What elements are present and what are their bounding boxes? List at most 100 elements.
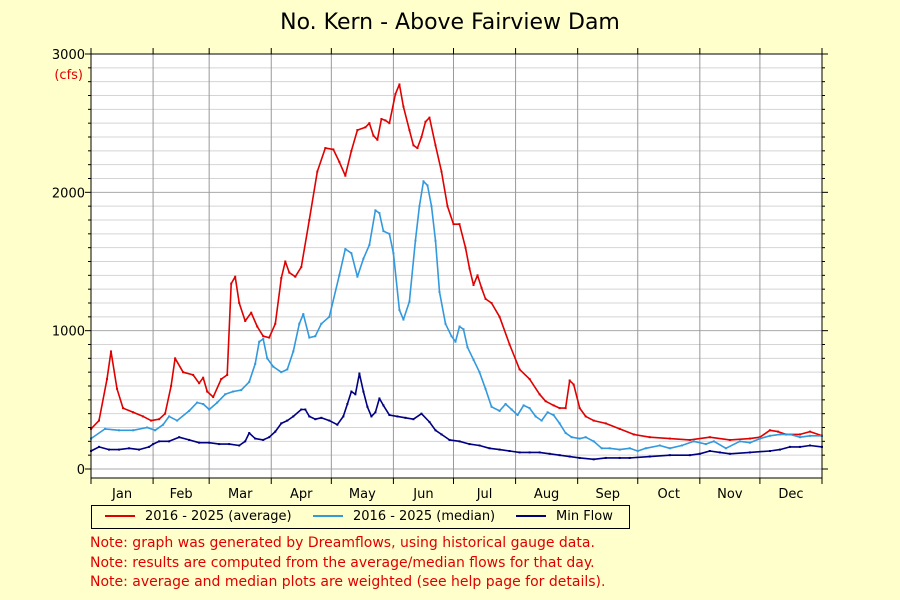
data-point <box>314 418 317 421</box>
data-point <box>480 286 483 289</box>
data-point <box>508 450 511 453</box>
data-point <box>564 407 567 410</box>
data-point <box>476 274 479 277</box>
data-point <box>188 438 191 441</box>
data-point <box>808 444 811 447</box>
data-point <box>302 313 305 316</box>
data-point <box>320 416 323 419</box>
data-point <box>768 434 771 437</box>
data-point <box>108 448 111 451</box>
data-point <box>192 373 195 376</box>
data-point <box>374 209 377 212</box>
data-point <box>426 184 429 187</box>
data-point <box>558 422 561 425</box>
data-point <box>350 252 353 255</box>
data-point <box>538 393 541 396</box>
data-point <box>170 385 173 387</box>
data-point <box>158 418 161 421</box>
data-point <box>378 212 381 215</box>
data-point <box>364 126 367 129</box>
data-point <box>488 447 491 450</box>
data-point <box>250 311 253 314</box>
data-point <box>808 430 811 433</box>
data-point <box>552 414 555 417</box>
x-tick-label: Aug <box>534 487 559 502</box>
plot-area <box>91 54 822 478</box>
data-point <box>558 407 561 410</box>
data-point <box>152 443 155 446</box>
data-point <box>198 441 201 444</box>
data-point <box>138 448 141 451</box>
data-point <box>154 429 157 432</box>
data-point <box>478 371 481 374</box>
data-point <box>748 441 751 444</box>
y-axis-label: (cfs) <box>54 68 83 83</box>
data-point <box>300 266 303 269</box>
data-point <box>284 260 287 263</box>
data-point <box>564 432 567 435</box>
y-tick-label: 3000 <box>52 48 85 63</box>
data-point <box>738 440 741 443</box>
data-point <box>208 441 211 444</box>
x-tick-label: Mar <box>228 487 253 502</box>
data-point <box>688 438 691 441</box>
data-point <box>484 297 487 300</box>
data-point <box>254 437 257 440</box>
data-point <box>328 315 331 318</box>
data-point <box>122 407 125 410</box>
y-tick-label: 0 <box>77 463 85 478</box>
data-point <box>356 129 359 132</box>
data-point <box>728 452 731 455</box>
data-point <box>378 397 381 400</box>
data-point <box>712 440 715 443</box>
data-point <box>462 328 465 331</box>
data-point <box>394 93 397 96</box>
data-point <box>688 454 691 457</box>
data-point <box>466 346 469 349</box>
x-tick-label: Feb <box>170 487 193 502</box>
data-point <box>464 246 467 249</box>
data-point <box>632 433 635 436</box>
data-point <box>592 458 595 461</box>
data-point <box>402 318 405 321</box>
data-point <box>354 393 357 396</box>
data-point <box>518 368 521 371</box>
data-point <box>758 437 761 440</box>
data-point <box>440 433 443 436</box>
data-point <box>458 440 461 443</box>
data-point <box>416 147 419 150</box>
data-point <box>458 223 461 226</box>
y-tick-label: 2000 <box>52 186 85 201</box>
data-point <box>230 282 233 285</box>
data-point <box>342 415 345 418</box>
data-point <box>584 415 587 418</box>
data-point <box>498 448 501 451</box>
data-point <box>168 440 171 443</box>
data-point <box>434 429 437 432</box>
data-point <box>256 325 259 328</box>
data-point <box>118 448 121 451</box>
data-point <box>142 415 145 418</box>
data-point <box>778 433 781 436</box>
data-point <box>518 451 521 454</box>
data-point <box>234 275 237 278</box>
data-point <box>232 390 235 393</box>
data-point <box>552 404 555 407</box>
data-point <box>534 415 537 418</box>
data-point <box>228 443 231 446</box>
data-point <box>338 160 341 163</box>
data-point <box>430 205 433 208</box>
x-tick-label: Dec <box>778 487 803 502</box>
data-point <box>244 440 247 443</box>
x-tick-label: Jul <box>476 487 493 502</box>
data-point <box>412 418 415 421</box>
data-point <box>648 436 651 439</box>
data-point <box>578 407 581 410</box>
data-point <box>798 436 801 439</box>
data-point <box>420 412 423 415</box>
data-point <box>292 415 295 418</box>
data-point <box>262 337 265 340</box>
data-point <box>548 452 551 455</box>
data-point <box>248 380 251 383</box>
data-point <box>216 401 219 404</box>
